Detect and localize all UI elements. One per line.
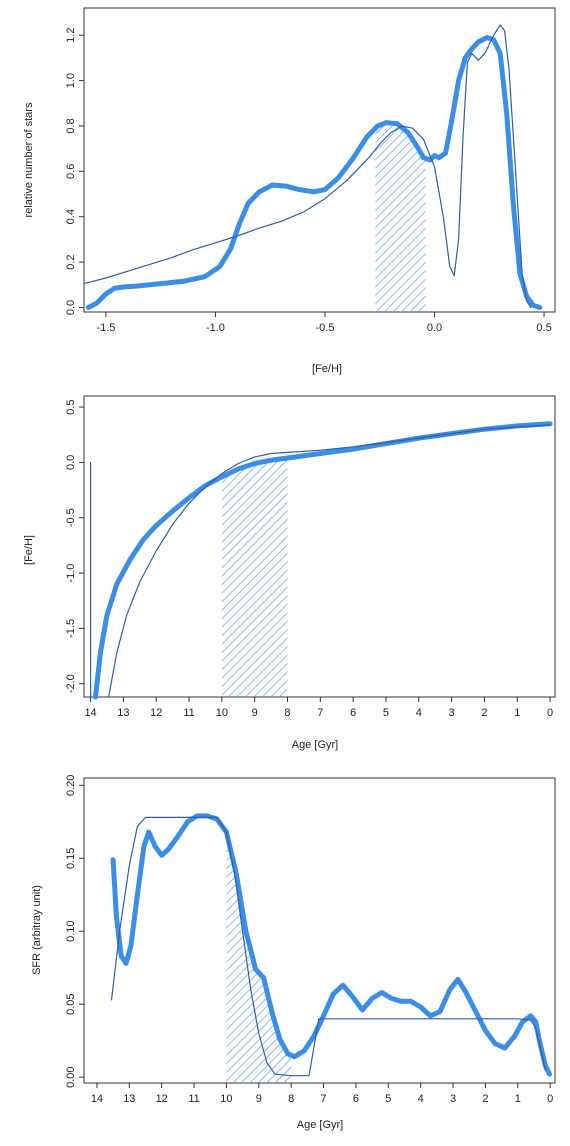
hatched-band [221, 423, 288, 697]
y-axis-label: [Fe/H] [23, 535, 35, 565]
x-tick-label: 1 [515, 1093, 521, 1105]
x-tick-label: 11 [188, 1093, 199, 1105]
x-tick-label: 10 [216, 707, 228, 719]
y-tick-label: -1.5 [65, 619, 77, 638]
x-tick-label: 10 [220, 1093, 232, 1105]
x-tick-label: 13 [123, 1093, 135, 1105]
metallicity-distribution-panel: -1.5 -1.0 -0.5 0.0 0.5 0.0 0.2 0.4 0.6 0.8 1.0 1.2… [23, 7, 556, 375]
y-tick-label: -2.0 [65, 674, 77, 693]
thin-series-line-1 [107, 424, 551, 698]
y-tick-label: 0.00 [65, 1066, 77, 1087]
y-tick-label: 0.0 [65, 455, 77, 470]
x-axis-ticks: 14 13 12 11 10 9 8 7 6 5 4 3 2 1 0 [84, 697, 553, 719]
star-formation-rate-panel: 14 13 12 11 10 9 8 7 6 5 4 3 2 1 0 0.000.050.100.150.2… [31, 775, 556, 1131]
y-axis-ticks: 0.00 0.05 0.10 0.15 0.20 [65, 775, 84, 1088]
thick-series-line-0 [85, 35, 543, 310]
x-tick-label: 0.5 [536, 322, 551, 334]
x-tick-label: 9 [252, 707, 258, 719]
x-tick-label: 12 [150, 707, 162, 719]
y-tick-label: 0.20 [65, 775, 77, 796]
x-tick-label: 0.0 [427, 322, 442, 334]
hatched-band [375, 37, 426, 312]
series-lines [89, 421, 553, 700]
y-tick-label: 0.8 [65, 118, 77, 133]
x-tick-label: 3 [449, 707, 455, 719]
x-tick-label: -0.5 [315, 322, 334, 334]
thick-series-line-0 [93, 421, 553, 700]
y-axis-ticks: 0.0 0.2 0.4 0.6 0.8 1.0 1.2 [65, 28, 84, 315]
hatched-region [221, 423, 288, 697]
y-tick-label: 0.6 [65, 164, 77, 179]
x-tick-label: 12 [156, 1093, 168, 1105]
x-tick-label: 5 [383, 707, 389, 719]
plot-border [83, 7, 556, 313]
x-tick-label: 8 [288, 1093, 294, 1105]
x-tick-label: 0 [547, 707, 553, 719]
series-lines [110, 813, 552, 1077]
y-tick-label: -0.5 [65, 508, 77, 527]
y-axis-ticks: -2.0 -1.5 -1.0 -0.5 0.0 0.5 [65, 399, 84, 693]
y-tick-label: 0.4 [65, 209, 77, 224]
x-tick-label: 7 [317, 707, 323, 719]
hatched-region [375, 37, 426, 312]
plot-frame [83, 7, 556, 313]
x-tick-label: 8 [284, 707, 290, 719]
thin-series-line-1 [83, 24, 532, 309]
y-tick-label: 1.0 [65, 73, 77, 88]
x-tick-label: 3 [450, 1093, 456, 1105]
y-axis-label: SFR (arbitray unit) [31, 885, 43, 975]
y-tick-label: 1.2 [65, 28, 77, 43]
thick-series-line-0 [110, 813, 552, 1077]
x-tick-label: 9 [256, 1093, 262, 1105]
x-tick-label: 0 [547, 1093, 553, 1105]
plot-border [83, 777, 556, 1084]
y-tick-label: 0.2 [65, 254, 77, 269]
x-tick-label: 6 [350, 707, 356, 719]
x-tick-label: 1 [514, 707, 520, 719]
x-tick-label: 11 [183, 707, 194, 719]
y-tick-label: 0.05 [65, 993, 77, 1014]
x-tick-label: 14 [84, 707, 96, 719]
x-tick-label: 4 [418, 1093, 424, 1105]
x-tick-label: 14 [91, 1093, 103, 1105]
y-tick-label: 0.10 [65, 920, 77, 941]
y-tick-label: -1.0 [65, 564, 77, 583]
x-axis-ticks: 14 13 12 11 10 9 8 7 6 5 4 3 2 1 0 [91, 1083, 553, 1105]
x-tick-label: 2 [481, 707, 487, 719]
x-tick-label: 13 [117, 707, 129, 719]
x-tick-label: -1.0 [206, 322, 225, 334]
age-metallicity-panel: 14 13 12 11 10 9 8 7 6 5 4 3 2 1 0 -2.0-1.5-1.0-0.50.0… [23, 395, 556, 751]
y-tick-label: 0.15 [65, 848, 77, 869]
plot-frame [83, 395, 556, 698]
x-tick-label: 2 [482, 1093, 488, 1105]
x-tick-label: 6 [353, 1093, 359, 1105]
x-tick-label: 5 [385, 1093, 391, 1105]
x-tick-label: 4 [416, 707, 422, 719]
x-tick-label: 7 [320, 1093, 326, 1105]
x-tick-label: -1.5 [96, 322, 115, 334]
y-tick-label: 0.5 [65, 399, 77, 414]
x-axis-label: Age [Gyr] [292, 739, 338, 751]
y-axis-label: relative number of stars [23, 102, 35, 217]
series-lines [83, 24, 543, 310]
thin-series-line-1 [110, 816, 546, 1077]
x-axis-ticks: -1.5 -1.0 -0.5 0.0 0.5 [96, 312, 552, 334]
plot-frame [83, 777, 556, 1084]
plot-border [83, 395, 556, 698]
x-axis-label: Age [Gyr] [297, 1119, 343, 1131]
x-axis-label: [Fe/H] [312, 363, 342, 375]
y-tick-label: 0.0 [65, 300, 77, 315]
